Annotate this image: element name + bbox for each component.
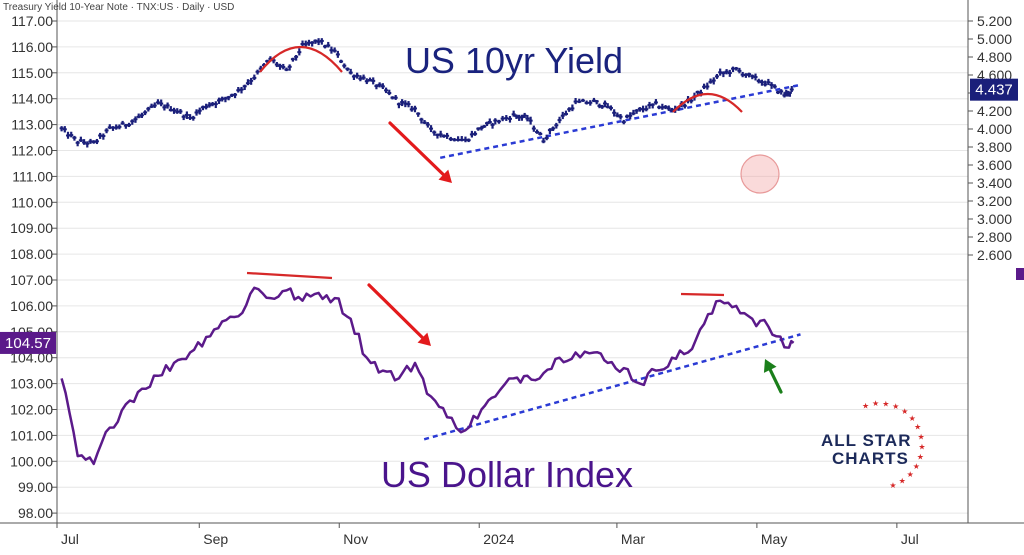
left-tick-label: 103.00 [10,376,53,392]
logo-star: ★ [917,453,924,462]
grid [57,20,968,514]
logo-star: ★ [899,477,906,486]
dollar-last-value: 104.57 [5,335,51,352]
left-tick-label: 100.00 [10,453,53,469]
left-tick-label: 107.00 [10,272,53,288]
logo-star: ★ [914,423,921,432]
logo-star: ★ [917,432,924,441]
yield-last-value-badge [970,78,1018,101]
left-tick-label: 111.00 [12,168,53,184]
chart-header: Treasury Yield 10-Year Note · TNX:US · D… [3,2,234,13]
dollar-last-value-badge [0,331,56,354]
logo-text-line1: ALL STAR [821,431,911,450]
logo-text-line2: CHARTS [832,449,909,468]
title-yield: US 10yr Yield [405,40,623,81]
logo-star: ★ [862,402,869,411]
right-tick-label: 3.400 [977,175,1012,191]
red-arrow-yield [388,121,452,183]
right-tick-label: 3.000 [977,211,1012,227]
red-arrow-dollar [367,283,431,346]
right-tick-label: 3.800 [977,139,1012,155]
title-dollar: US Dollar Index [381,454,633,495]
right-tick-label: 4.000 [977,121,1012,137]
x-tick-label: Jul [901,531,919,547]
right-tick-label: 5.000 [977,31,1012,47]
right-tick-label: 5.200 [977,13,1012,29]
logo-star: ★ [907,470,914,479]
annotation-overlays [246,46,783,394]
green-arrow-dollar [763,359,783,394]
left-tick-label: 109.00 [10,220,53,236]
top-line-dollar-2 [680,292,725,297]
left-tick-label: 110.00 [11,194,53,210]
dollar-edge-marker [1016,268,1024,280]
left-tick-label: 114.00 [11,91,53,107]
series-yield [59,38,794,148]
logo-star: ★ [913,462,920,471]
logo-star: ★ [901,407,908,416]
series-layer [59,38,795,466]
x-tick-label: May [761,531,787,547]
left-tick-label: 115.00 [11,65,53,81]
right-tick-label: 2.600 [977,247,1012,263]
logo-star: ★ [889,481,896,490]
highlight-circle [740,154,780,194]
right-tick-label: 3.600 [977,157,1012,173]
logo-star: ★ [872,399,879,408]
dollar-support-trendline [423,333,801,441]
x-tick-label: Sep [203,531,228,547]
x-tick-label: 2024 [483,531,514,547]
logo-star: ★ [892,402,899,411]
x-tick-label: Nov [343,531,368,547]
right-tick-label: 4.200 [977,103,1012,119]
left-tick-label: 116.00 [11,39,53,55]
yield-last-value: 4.437 [975,82,1013,99]
series-dollar [60,286,795,466]
x-tick-label: Mar [621,531,645,547]
top-line-dollar-1 [246,271,333,280]
left-tick-label: 106.00 [10,298,53,314]
left-tick-label: 98.00 [18,505,53,521]
left-tick-label: 99.00 [18,479,53,495]
yield-support-trendline [439,83,801,160]
left-tick-label: 117.00 [11,13,53,29]
axes [0,0,1024,528]
logo-star: ★ [918,442,925,451]
left-tick-label: 101.00 [10,427,53,443]
x-tick-label: Jul [61,531,79,547]
left-tick-label: 102.00 [10,402,53,418]
right-tick-label: 4.800 [977,49,1012,65]
right-tick-label: 3.200 [977,193,1012,209]
top-arc-yield-2 [672,92,743,113]
left-tick-label: 112.00 [11,143,53,159]
logo-star: ★ [882,399,889,408]
top-arc-yield-1 [259,46,343,73]
annotations [423,83,801,441]
right-tick-label: 2.800 [977,229,1012,245]
logo-star: ★ [909,414,916,423]
left-tick-label: 113.00 [11,117,53,133]
left-tick-label: 108.00 [10,246,53,262]
